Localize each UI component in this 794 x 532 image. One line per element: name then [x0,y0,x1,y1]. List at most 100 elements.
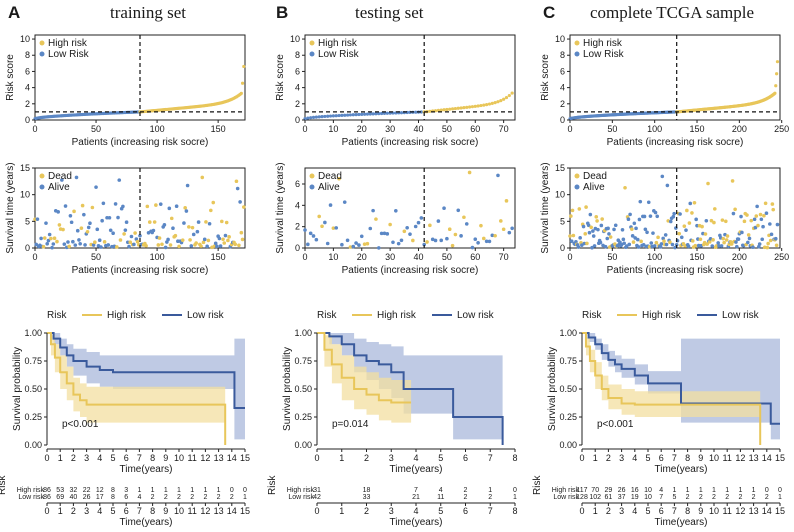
survival-time-point [692,201,697,205]
risk-table-tick-label: 11 [723,506,732,516]
survival-time-point [201,240,206,245]
risk-table-high-count: 10 [644,487,652,494]
survival-time-point [447,227,452,232]
survival-time-point [238,200,242,204]
survival-time-point [662,239,666,243]
risk-score-point [459,106,463,110]
risk-table-high-count: 8 [111,487,115,494]
risk-score-point [374,112,378,116]
survival-time-point [581,224,586,229]
risk-table-low-count: 1 [243,494,247,501]
risk-score-point [462,106,466,110]
survival-time-point [207,221,212,226]
panel-letter: A [8,3,20,22]
survival-time-point [682,224,687,228]
survival-time-point [138,233,142,238]
risk-table-tick-label: 3 [619,506,624,516]
survival-time-x-tick-label: 0 [32,252,37,262]
survival-time-point [116,215,120,220]
risk-table-tick-label: 6 [463,506,468,516]
risk-table-xlabel: Time(years) [655,517,708,528]
survival-time-point [199,244,203,248]
legend-dead-marker [39,173,45,179]
survival-time-point [764,211,769,216]
survival-time-point [757,244,761,249]
survival-time-point [755,204,759,209]
survival-time-point [224,220,229,225]
risk-score-x-tick-label: 50 [442,124,452,134]
risk-table-low-count: 61 [605,494,613,501]
legend-low-risk-label: Low Risk [318,49,360,60]
survival-time-x-tick-label: 50 [442,252,452,262]
survival-time-point [334,226,339,230]
risk-table-high-count: 0 [765,487,769,494]
survival-time-point [761,224,765,229]
survival-time-point [649,241,654,245]
km-x-tick-label: 5 [645,453,650,463]
survival-time-x-tick-label: 0 [302,252,307,262]
risk-score-point [337,113,341,118]
risk-table-low-count: 2 [177,494,181,501]
survival-time-y-tick-label: 0 [560,243,565,253]
survival-time-point [760,237,765,242]
km-y-tick-label: 0.25 [559,412,577,422]
survival-time-point [71,239,75,244]
survival-time-point [171,226,175,231]
risk-table-low-count: 2 [699,494,703,501]
risk-score-x-tick-label: 50 [607,124,617,134]
survival-time-point [641,242,646,247]
risk-score-x-tick-label: 40 [414,124,424,134]
risk-table-low-count: 69 [56,494,64,501]
risk-table-label: Risk [0,475,8,495]
survival-time-x-tick-label: 10 [328,252,338,262]
survival-time-point [220,219,224,224]
survival-time-point [621,237,626,242]
survival-time-point [695,223,699,228]
survival-time-point [117,178,122,182]
survival-time-point [365,241,370,246]
risk-score-y-tick-label: 2 [295,99,300,109]
risk-score-point [450,107,455,111]
survival-time-point [651,231,655,235]
survival-time-point [233,242,238,247]
survival-time-x-tick-label: 20 [357,252,367,262]
survival-time-x-tick-label: 40 [414,252,424,262]
risk-table-tick-label: 14 [762,506,772,516]
survival-time-point [709,218,714,223]
km-y-tick-label: 1.00 [24,328,42,338]
survival-time-point [325,241,330,246]
survival-time-point [320,224,324,229]
survival-time-point [705,242,709,246]
risk-score-point [362,112,367,116]
survival-time-point [576,245,581,249]
survival-time-frame [304,167,516,249]
risk-table-low-count: 5 [672,494,676,501]
survival-time-point [180,238,185,242]
risk-table-high-count: 29 [605,487,613,494]
km-x-tick-label: 13 [749,453,759,463]
risk-score-y-tick-label: 0 [560,115,565,125]
risk-table-high-count: 22 [83,487,91,494]
survival-time-point [622,241,626,246]
risk-table-low-count: 10 [644,494,652,501]
survival-time-point [128,240,133,244]
survival-time-point [121,204,125,209]
risk-table-high-count: 1 [137,487,141,494]
legend-dead-marker [309,173,315,179]
risk-table-low-count: 2 [203,494,207,501]
risk-score-point [419,110,423,114]
risk-table-high-count: 0 [513,487,517,494]
risk-table-high-count: 18 [363,487,371,494]
risk-score-y-tick-label: 0 [295,115,300,125]
survival-time-point [396,241,401,246]
survival-time-point [493,233,497,238]
risk-table-low-count: 6 [124,494,128,501]
risk-score-point [331,114,335,118]
survival-time-point [221,237,225,242]
risk-table-tick-label: 2 [71,506,76,516]
survival-time-point [631,240,636,244]
risk-score-point [773,91,777,95]
survival-time-x-tick-label: 250 [774,252,789,262]
risk-table-tick-label: 3 [389,506,394,516]
survival-time-point [637,217,642,222]
